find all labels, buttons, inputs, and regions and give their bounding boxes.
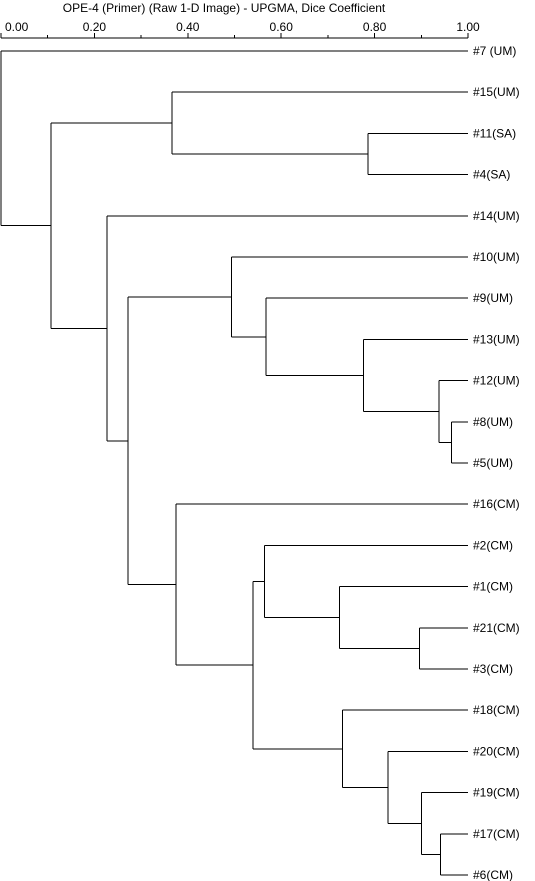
axis-tick-label: 0.20: [83, 20, 107, 34]
leaf-label: #20(CM): [473, 744, 520, 758]
leaf-label: #1(CM): [473, 580, 513, 594]
leaf-label: #15(UM): [473, 85, 520, 99]
leaf-label: #21(CM): [473, 621, 520, 635]
axis-tick-label: 0.80: [363, 20, 387, 34]
similarity-axis: 0.00 0.20 0.40 0.60 0.80 1.00: [0, 20, 480, 39]
leaf-label: #14(UM): [473, 209, 520, 223]
axis-tick-label: 0.40: [176, 20, 200, 34]
dendrogram-branches: [0, 50, 468, 876]
axis-tick-label: 0.60: [270, 20, 294, 34]
leaf-label: #9(UM): [473, 291, 513, 305]
leaf-label: #11(SA): [473, 126, 516, 140]
leaf-label: #19(CM): [473, 786, 520, 800]
leaf-label: #10(UM): [473, 250, 520, 264]
leaf-label: #3(CM): [473, 662, 513, 676]
leaf-label: #2(CM): [473, 538, 513, 552]
leaf-label: #17(CM): [473, 827, 520, 841]
axis-tick-label: 0.00: [5, 20, 29, 34]
axis-tick-label: 1.00: [456, 20, 480, 34]
leaf-label: #7 (UM): [473, 44, 516, 58]
chart-title: OPE-4 (Primer) (Raw 1-D Image) - UPGMA, …: [63, 1, 386, 15]
leaf-label: #6(CM): [473, 868, 513, 881]
leaf-label: #4(SA): [473, 168, 510, 182]
leaf-label: #13(UM): [473, 332, 520, 346]
leaf-label: #12(UM): [473, 374, 520, 388]
leaf-label: #16(CM): [473, 497, 520, 511]
leaf-labels: #7 (UM) #15(UM) #11(SA) #4(SA) #14(UM) #10(UM…: [473, 44, 520, 881]
leaf-label: #18(CM): [473, 703, 520, 717]
leaf-label: #8(UM): [473, 415, 513, 429]
leaf-label: #5(UM): [473, 456, 513, 470]
